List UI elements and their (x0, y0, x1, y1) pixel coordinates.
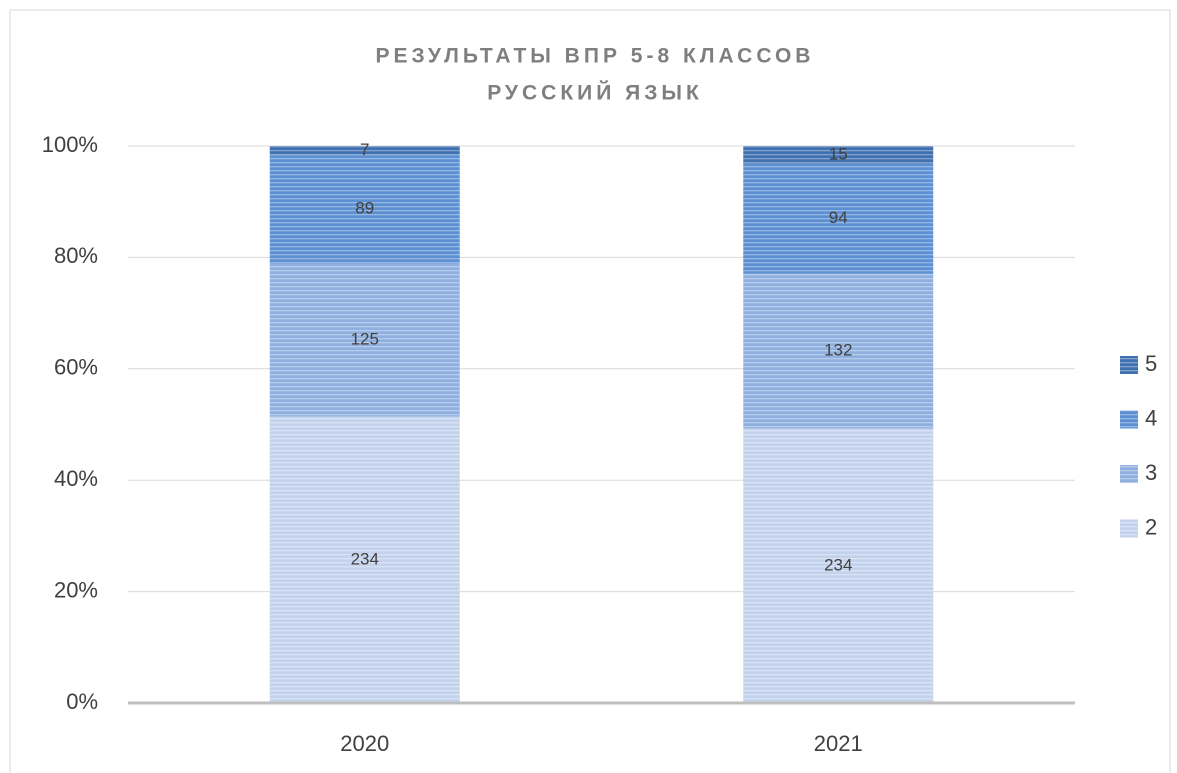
legend-label: 4 (1145, 405, 1157, 430)
chart-frame (9, 9, 1171, 773)
x-tick-label: 2021 (814, 731, 863, 756)
bar-segment (269, 416, 460, 703)
legend-swatch (1120, 410, 1138, 429)
data-label: 132 (824, 341, 852, 360)
bar-segment (743, 273, 934, 429)
data-label: 234 (824, 555, 852, 574)
legend-label: 3 (1145, 460, 1157, 485)
data-label: 15 (829, 144, 848, 163)
x-tick-label: 2020 (340, 731, 389, 756)
legend-swatch (1120, 519, 1138, 538)
y-tick-label: 20% (54, 577, 98, 602)
chart-title: РУССКИЙ ЯЗЫК (487, 81, 703, 105)
y-tick-label: 0% (66, 689, 98, 714)
legend-label: 2 (1145, 514, 1157, 539)
data-label: 94 (829, 208, 848, 227)
data-label: 125 (351, 330, 379, 349)
bar-segment (743, 146, 934, 164)
bar-segment (269, 154, 460, 264)
bar-segment (269, 263, 460, 417)
data-label: 89 (355, 199, 374, 218)
y-tick-label: 80% (54, 243, 98, 268)
bar-segment (269, 146, 460, 155)
y-tick-label: 100% (42, 132, 98, 157)
chart-title: РЕЗУЛЬТАТЫ ВПР 5-8 КЛАССОВ (376, 45, 815, 68)
legend-label: 5 (1145, 351, 1157, 376)
legend-swatch (1120, 356, 1138, 374)
y-tick-label: 40% (54, 466, 98, 491)
y-tick-label: 60% (54, 355, 98, 380)
bar-segment (743, 163, 934, 274)
data-label: 7 (360, 140, 369, 159)
legend-swatch (1120, 465, 1138, 483)
bar-segment (743, 428, 934, 703)
data-label: 234 (351, 549, 379, 568)
